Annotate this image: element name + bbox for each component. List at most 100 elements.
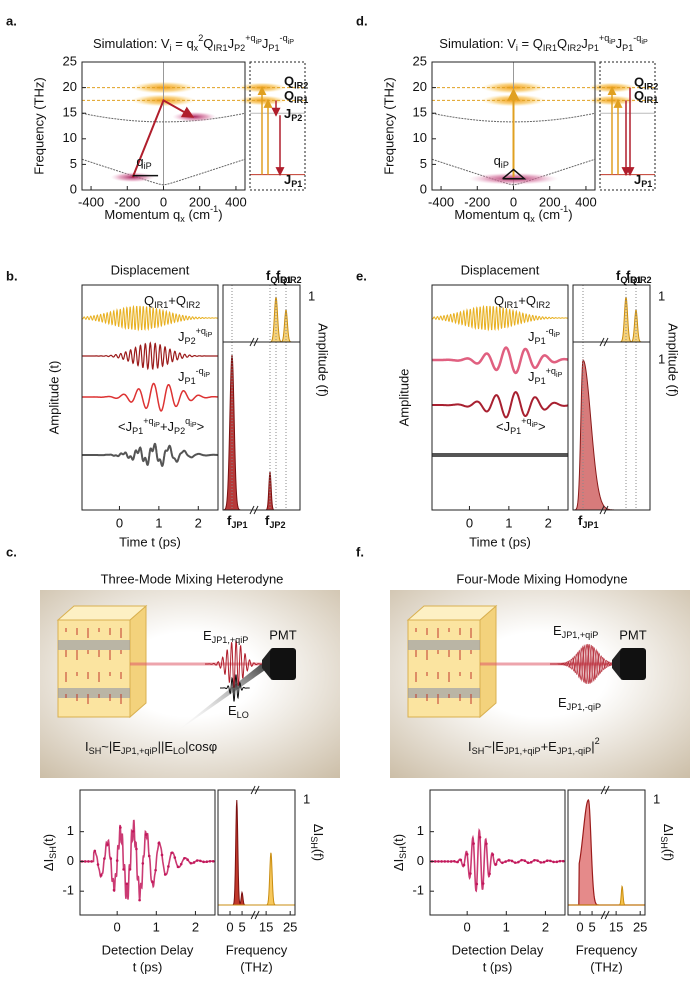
axis-break <box>604 910 610 920</box>
formula-part: J <box>528 369 535 384</box>
formula-part: <J <box>496 419 510 434</box>
formula-part: J <box>528 329 535 344</box>
trace-dot <box>443 860 447 863</box>
trace-dot <box>536 859 539 862</box>
formula-part: J <box>634 172 641 187</box>
crystal-layer <box>58 640 130 650</box>
x-tick-label: 400 <box>575 194 597 209</box>
formula-part: SH <box>89 746 102 756</box>
trace-dot <box>552 860 555 864</box>
trace-dot <box>561 859 565 863</box>
formula-part: J <box>581 36 588 51</box>
trace-dot <box>112 888 116 892</box>
formula-part: q <box>136 154 143 169</box>
formula-part: ΔI <box>311 824 326 836</box>
detector-label: PMT <box>269 627 297 642</box>
formula-part: -q <box>196 366 204 376</box>
formula: JP1 <box>284 172 302 189</box>
formula-part: J <box>284 172 291 187</box>
x-tick-label: 1 <box>503 919 510 934</box>
wavepacket <box>205 640 265 688</box>
plot-frame <box>81 284 219 511</box>
trace <box>82 382 218 412</box>
formula-part: P1 <box>535 336 546 346</box>
formula-part: (t) <box>41 834 56 846</box>
formula: ΔISH(t) <box>41 834 58 871</box>
formula-part: (cm <box>185 207 210 222</box>
spectrum-area <box>573 359 650 511</box>
x-axis-label: (THz) <box>590 959 623 974</box>
axis-break <box>603 505 609 515</box>
trace-dot <box>103 857 106 860</box>
formula: QIR2 <box>284 74 308 91</box>
trace-dot <box>481 882 485 885</box>
trace-dot <box>475 882 479 886</box>
formula-part: Momentum q <box>104 207 180 222</box>
trace-dot <box>446 860 450 863</box>
trace-dot <box>147 854 151 858</box>
formula: <JP1+qiP+JP2qiP> <box>118 416 204 436</box>
axis-break <box>599 505 605 515</box>
formula-part: ΔI <box>661 824 676 836</box>
formula: fQIR1 <box>266 268 292 285</box>
x-tick-label: 1 <box>153 919 160 934</box>
formula-part: Q <box>144 293 154 308</box>
formula-part: x <box>530 214 535 224</box>
formula-part: f <box>626 268 631 283</box>
x-tick-label: 1 <box>155 515 162 530</box>
spectrum-area <box>218 852 295 906</box>
axis-break <box>603 337 609 347</box>
axis-break <box>604 785 610 795</box>
formula-part: Q <box>284 74 294 89</box>
trace-dot <box>87 860 90 863</box>
formula: Simulation: Vi = qx2QIR1JP2+qiPJP1-qiP <box>93 33 294 53</box>
x-tick-label: 25 <box>283 919 297 934</box>
trace-dot <box>211 859 215 863</box>
formula-part: i <box>170 43 172 53</box>
formula-part: +E <box>541 739 558 754</box>
spectrum-frame <box>572 284 651 511</box>
trace-dot <box>456 860 459 864</box>
trace-dot <box>501 861 504 865</box>
formula-part: ΔI <box>41 859 56 871</box>
trace-dot <box>469 872 472 875</box>
formula-part: | <box>591 739 594 754</box>
formula-part: I <box>85 739 89 754</box>
formula: <JP1+qiP> <box>496 416 546 436</box>
formula-part: P1 <box>641 179 652 189</box>
trace-dot <box>465 853 469 856</box>
trace-dot <box>485 842 488 846</box>
lo-beam <box>172 660 268 735</box>
formula: QIR2 <box>634 75 658 92</box>
inset-frame <box>249 61 306 191</box>
formula-part: JP1 <box>582 520 598 530</box>
formula-part: iP <box>532 421 539 429</box>
trace-dot <box>517 860 520 864</box>
norm-tick-label: 1 <box>308 288 315 303</box>
y-tick-label: -1 <box>412 883 424 898</box>
axis-break <box>254 785 260 795</box>
formula-part: ΔI <box>391 859 406 871</box>
formula: ΔISH(f) <box>659 824 676 861</box>
trace <box>432 346 568 375</box>
formula-part: J <box>228 36 235 51</box>
x-axis-label: (THz) <box>240 959 273 974</box>
formula: QIR1+QIR2 <box>494 293 550 310</box>
x-tick-label: 2 <box>195 515 202 530</box>
formula-part: J <box>178 369 185 384</box>
formula-part: E <box>558 695 567 710</box>
norm-tick-label: 1 <box>658 351 665 366</box>
x-tick-label: 0 <box>116 515 123 530</box>
trace-dot <box>545 859 549 863</box>
y-tick-label: 25 <box>413 53 427 68</box>
formula: ΔISH(f) <box>309 824 326 861</box>
mode-blob <box>172 111 217 122</box>
formula: JP1+qiP <box>528 366 563 386</box>
trace-dot <box>533 858 536 862</box>
formula-part: (f) <box>661 849 676 861</box>
trace-dot <box>170 851 173 855</box>
formula-part: q <box>494 153 501 168</box>
formula-part: f <box>227 513 232 528</box>
formula-part: Q <box>634 88 644 103</box>
formula-part: J <box>284 107 291 122</box>
